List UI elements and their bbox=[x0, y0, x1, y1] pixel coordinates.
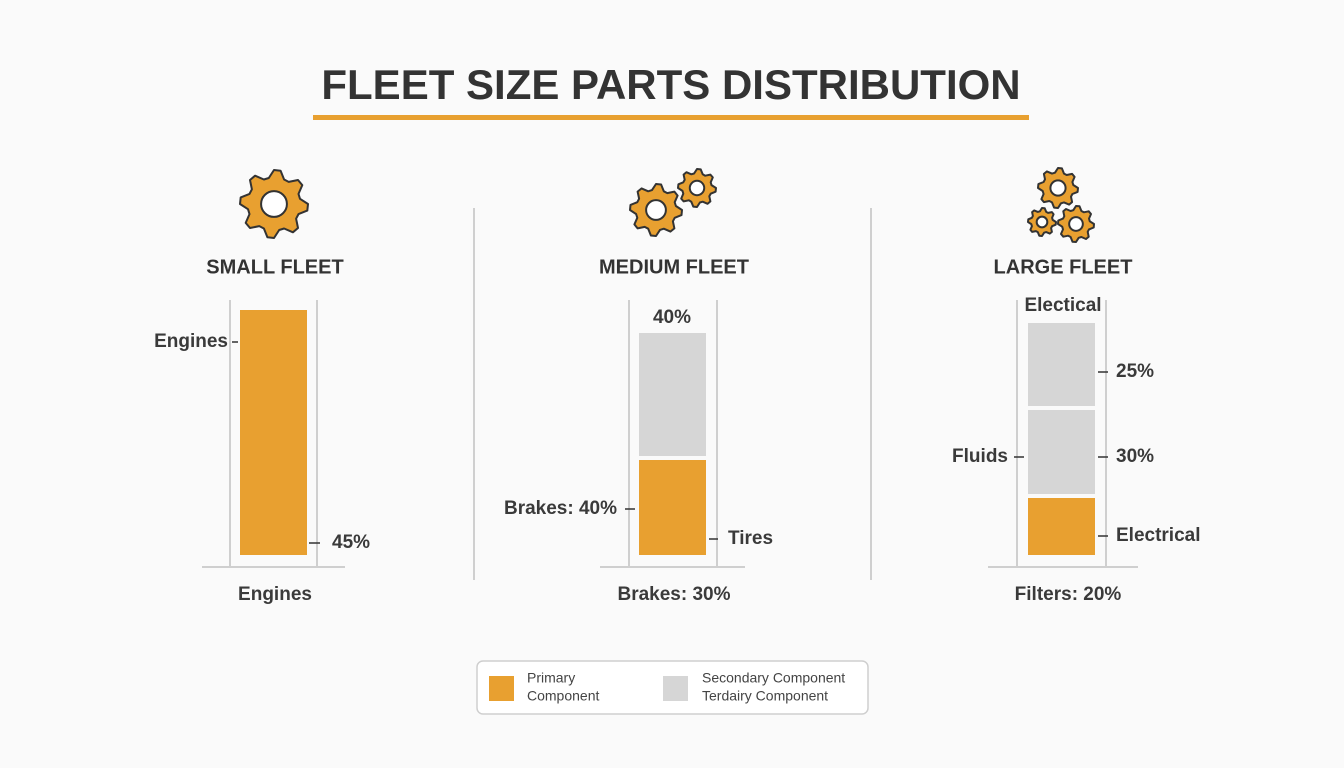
bar-segment bbox=[240, 310, 307, 555]
panel-large: LARGE FLEET Electical Fluids 25% 30% Ele… bbox=[952, 256, 1200, 605]
side-label: Engines bbox=[154, 331, 228, 352]
legend-label: Secondary Component bbox=[702, 670, 845, 686]
panel-small: SMALL FLEET Engines 45% Engines bbox=[154, 256, 370, 605]
gear-hole bbox=[688, 179, 706, 197]
legend-label: Component bbox=[527, 688, 599, 704]
legend-label: Terdairy Component bbox=[702, 688, 828, 704]
bar-segment bbox=[639, 333, 706, 456]
panel-footer: Engines bbox=[238, 584, 312, 605]
side-label: Tires bbox=[728, 528, 773, 549]
side-label: Fluids bbox=[952, 446, 1008, 467]
side-label: Electrical bbox=[1116, 525, 1201, 546]
top-label: Electical bbox=[1024, 295, 1101, 316]
panel-medium: MEDIUM FLEET 40% Brakes: 40% Tires Brake… bbox=[504, 256, 773, 605]
gear-hole bbox=[1035, 215, 1049, 229]
panel-heading: LARGE FLEET bbox=[994, 256, 1133, 278]
gear-hole bbox=[645, 199, 667, 221]
bar-segment bbox=[1028, 323, 1095, 406]
bar-segment bbox=[1028, 410, 1095, 494]
gear-hole bbox=[260, 190, 288, 218]
bar-segment bbox=[1028, 498, 1095, 555]
panel-footer: Filters: 20% bbox=[1015, 584, 1122, 605]
title-underline bbox=[313, 115, 1029, 120]
gear-icons bbox=[239, 167, 1095, 243]
panel-footer: Brakes: 30% bbox=[617, 584, 730, 605]
side-label: Brakes: 40% bbox=[504, 498, 617, 519]
legend: Primary Component Secondary Component Te… bbox=[476, 660, 869, 715]
legend-swatch bbox=[489, 676, 514, 701]
legend-label: Primary bbox=[527, 670, 575, 686]
side-label: 25% bbox=[1116, 361, 1154, 382]
title: FLEET SIZE PARTS DISTRIBUTION bbox=[321, 61, 1020, 108]
panel-heading: SMALL FLEET bbox=[206, 256, 343, 278]
panel-heading: MEDIUM FLEET bbox=[599, 256, 749, 278]
legend-swatch bbox=[663, 676, 688, 701]
bar-segment bbox=[639, 460, 706, 555]
gear-hole bbox=[1049, 179, 1067, 197]
side-label: 45% bbox=[332, 532, 370, 553]
top-label: 40% bbox=[653, 307, 691, 328]
gear-hole bbox=[1068, 216, 1084, 232]
side-label: 30% bbox=[1116, 446, 1154, 467]
